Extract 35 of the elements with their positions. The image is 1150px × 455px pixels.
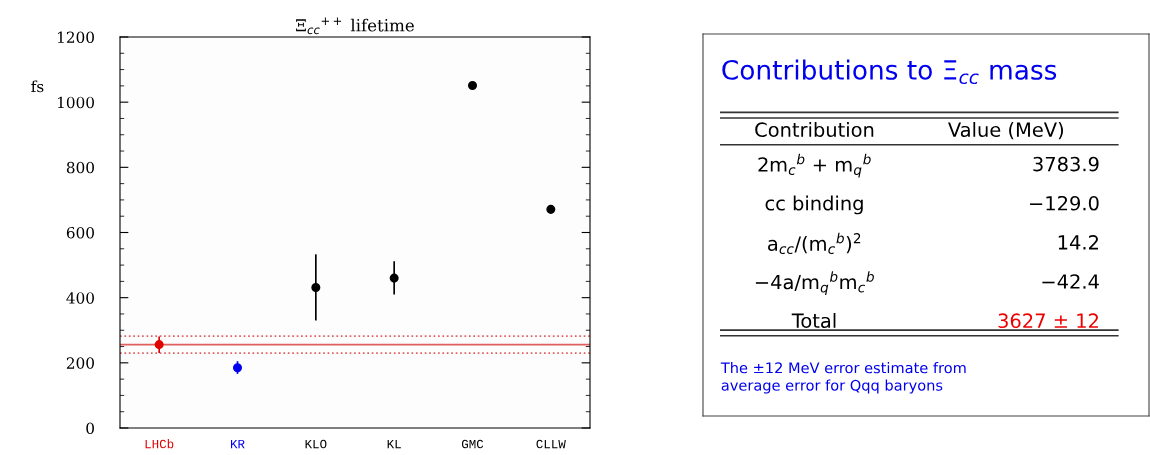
x-tick-label: KR (230, 439, 245, 449)
category-label: 2m$_{c}$$^{b}$ + m$_{q}$$^{b}$ (758, 153, 871, 178)
text: Contributions to Ξ$_{cc}$ mass (722, 59, 1057, 85)
y-tick-label: 800 (66, 161, 94, 174)
point (389, 273, 399, 283)
y-axis-title: fs (31, 80, 44, 93)
y-tick-label: 600 (66, 226, 94, 239)
x-tick-label: KL (387, 439, 401, 449)
text: The ±12 MeV error estimate from average error for Qqq baryons (720, 362, 966, 394)
point (154, 340, 164, 350)
text: −129.0 (1030, 195, 1099, 211)
category-label: a$_{cc}$/(m$_{c}$$^{b}$)$^{2}$ (768, 232, 861, 255)
point (546, 204, 556, 214)
point (311, 283, 321, 293)
y-tick-label: 1000 (57, 96, 94, 109)
text: 3783.9 (1033, 156, 1099, 172)
category-label: Total (791, 313, 836, 329)
category-label: cc binding (765, 195, 863, 215)
text: 14.2 (1058, 235, 1098, 250)
category-label: Contribution (755, 122, 874, 138)
x-tick-label: KLO (305, 439, 327, 449)
x-tick-label: GMC (461, 439, 484, 449)
category-label: −4a/m$_{q}$$^{b}$m$_{c}$$^{b}$ (755, 271, 874, 296)
y-tick-label: 0 (86, 422, 94, 435)
category-label: Value (MeV) (948, 122, 1064, 140)
text: 3627 ± 12 (998, 313, 1098, 329)
point (467, 81, 478, 91)
chart-title: Ξ$_{cc}$$^{++}$ lifetime (296, 17, 414, 35)
y-tick-label: 400 (66, 292, 94, 304)
point (232, 363, 243, 373)
y-tick-label: 1200 (57, 31, 94, 44)
y-tick-label: 200 (66, 357, 94, 369)
x-tick-label: CLLW (536, 439, 566, 449)
x-tick-label: LHCb (145, 439, 174, 449)
text: −42.4 (1042, 274, 1099, 289)
